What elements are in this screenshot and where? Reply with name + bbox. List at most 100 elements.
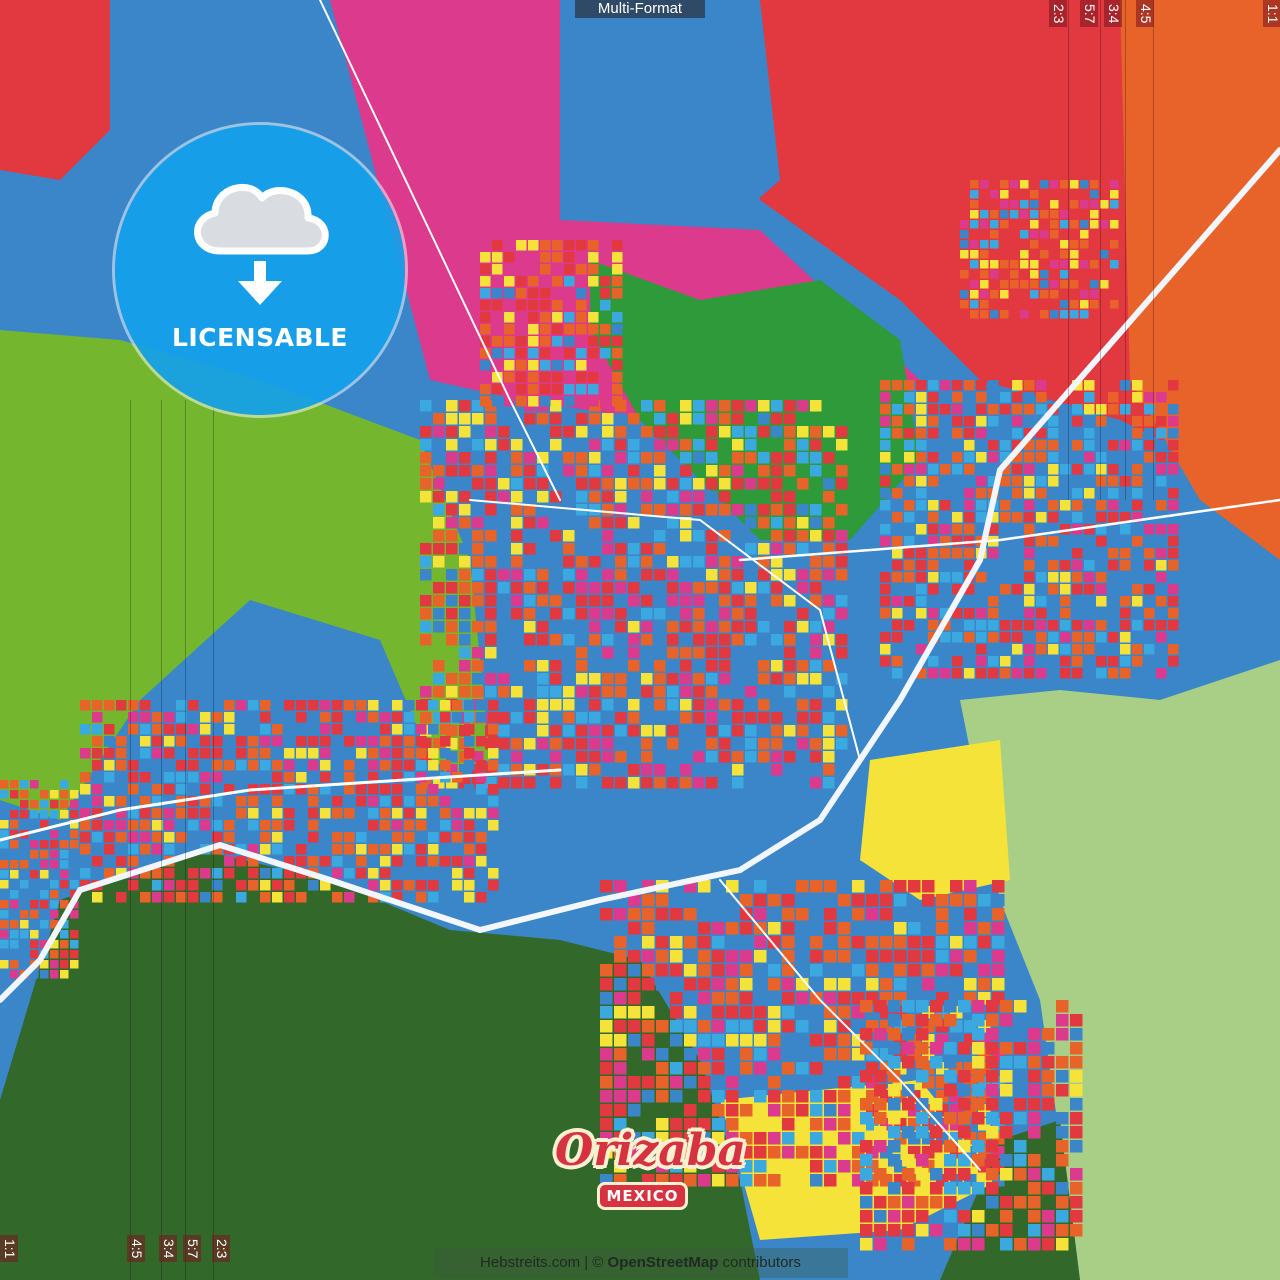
crop-label: 3:4 [159,1235,177,1263]
city-block [589,543,601,555]
city-block [236,808,247,819]
city-block [726,1146,739,1159]
city-block [902,1056,915,1069]
city-block [823,712,835,724]
city-block [986,1098,999,1111]
city-block [810,452,822,464]
city-block [260,892,271,903]
city-block [1060,524,1071,535]
city-block [656,1160,669,1173]
city-block [600,908,613,921]
city-block [1030,190,1039,199]
city-block [368,700,379,711]
city-block [960,270,969,279]
city-block [537,647,549,659]
city-block [667,491,679,503]
city-block [188,772,199,783]
city-block [224,724,235,735]
city-block [964,880,977,893]
city-block [50,840,59,849]
city-block [272,772,283,783]
city-block [452,808,463,819]
city-block [970,250,979,259]
city-block [680,400,692,412]
city-block [296,700,307,711]
city-block [1168,608,1179,619]
city-block [784,751,796,763]
city-block [866,936,879,949]
city-block [10,820,19,829]
city-block [446,725,458,737]
city-block [771,517,783,529]
city-block [1048,608,1059,619]
city-block [1168,464,1179,475]
city-block [540,372,551,383]
city-block [1168,632,1179,643]
licensable-badge[interactable]: LICENSABLE [115,125,405,415]
city-block [356,844,367,855]
city-block [1036,428,1047,439]
city-block [745,634,757,646]
city-block [874,1210,887,1223]
city-block [128,880,139,891]
city-block [922,880,935,893]
city-block [1156,464,1167,475]
city-block [1132,644,1143,655]
city-block [528,396,539,407]
licensable-label: LICENSABLE [172,323,348,352]
city-block [50,860,59,869]
city-block [754,1062,767,1075]
city-block [416,892,427,903]
city-block [930,1182,943,1195]
city-block [60,930,69,939]
city-block [576,300,587,311]
city-block [504,276,515,287]
city-block [1000,500,1011,511]
city-block [60,790,69,799]
city-block [1036,644,1047,655]
city-block [892,464,903,475]
city-block [888,1140,901,1153]
city-block [641,504,653,516]
city-block [838,1090,851,1103]
city-block [693,699,705,711]
city-block [260,700,271,711]
city-block [838,1076,851,1089]
attribution-osm-link[interactable]: OpenStreetMap [607,1254,719,1271]
city-block [70,820,79,829]
city-block [726,1090,739,1103]
city-block [80,844,91,855]
city-block [516,276,527,287]
city-block [892,548,903,559]
city-block [916,452,927,463]
city-block [1056,1056,1069,1069]
city-block [459,413,471,425]
city-block [706,556,718,568]
city-block [1084,668,1095,679]
city-block [1108,596,1119,607]
city-block [1040,300,1049,309]
city-block [563,465,575,477]
city-block [964,500,975,511]
city-block [296,748,307,759]
city-block [1042,1084,1055,1097]
city-block [880,536,891,547]
city-block [768,1132,781,1145]
city-block [472,751,484,763]
city-block [459,556,471,568]
city-block [20,790,29,799]
city-block [628,582,640,594]
city-block [284,760,295,771]
city-block [564,300,575,311]
city-block [485,491,497,503]
city-block [823,595,835,607]
city-block [459,595,471,607]
city-block [1014,1112,1027,1125]
city-block [614,908,627,921]
city-block [978,894,991,907]
city-block [680,465,692,477]
attribution-site[interactable]: Hebstreits.com [480,1254,581,1271]
city-block [888,1000,901,1013]
city-block [964,608,975,619]
